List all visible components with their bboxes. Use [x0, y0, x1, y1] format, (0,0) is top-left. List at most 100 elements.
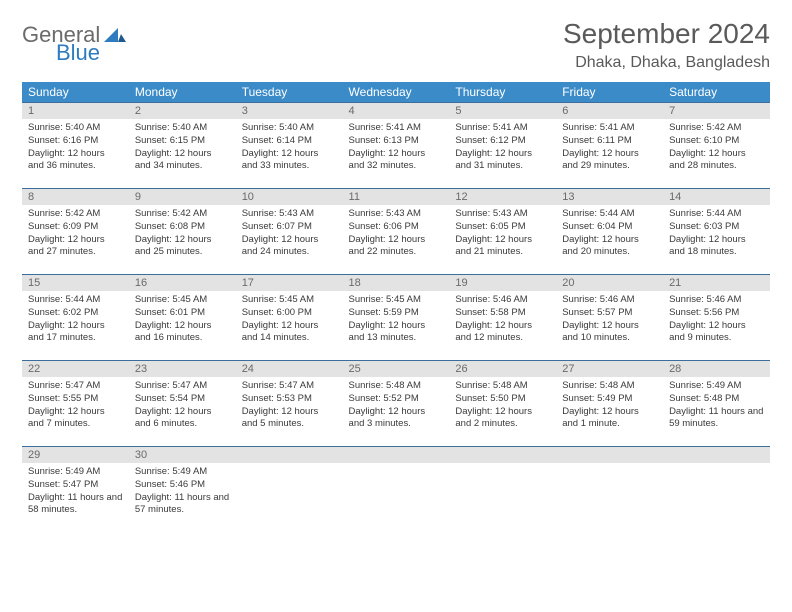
calendar-cell — [663, 447, 770, 533]
day-number: 27 — [556, 361, 663, 377]
day-number: 14 — [663, 189, 770, 205]
calendar-cell: 6Sunrise: 5:41 AMSunset: 6:11 PMDaylight… — [556, 103, 663, 189]
calendar-cell: 24Sunrise: 5:47 AMSunset: 5:53 PMDayligh… — [236, 361, 343, 447]
day-details: Sunrise: 5:47 AMSunset: 5:54 PMDaylight:… — [129, 377, 236, 435]
weekday-header: Monday — [129, 82, 236, 103]
calendar-cell: 5Sunrise: 5:41 AMSunset: 6:12 PMDaylight… — [449, 103, 556, 189]
day-details: Sunrise: 5:44 AMSunset: 6:04 PMDaylight:… — [556, 205, 663, 263]
calendar-cell: 26Sunrise: 5:48 AMSunset: 5:50 PMDayligh… — [449, 361, 556, 447]
day-number: 26 — [449, 361, 556, 377]
weekday-header: Tuesday — [236, 82, 343, 103]
day-details: Sunrise: 5:48 AMSunset: 5:49 PMDaylight:… — [556, 377, 663, 435]
day-details: Sunrise: 5:46 AMSunset: 5:56 PMDaylight:… — [663, 291, 770, 349]
calendar-week: 1Sunrise: 5:40 AMSunset: 6:16 PMDaylight… — [22, 103, 770, 189]
day-details: Sunrise: 5:47 AMSunset: 5:53 PMDaylight:… — [236, 377, 343, 435]
day-number: 10 — [236, 189, 343, 205]
day-details: Sunrise: 5:41 AMSunset: 6:11 PMDaylight:… — [556, 119, 663, 177]
day-details: Sunrise: 5:43 AMSunset: 6:06 PMDaylight:… — [343, 205, 450, 263]
calendar-cell: 22Sunrise: 5:47 AMSunset: 5:55 PMDayligh… — [22, 361, 129, 447]
calendar-cell: 28Sunrise: 5:49 AMSunset: 5:48 PMDayligh… — [663, 361, 770, 447]
calendar-cell: 29Sunrise: 5:49 AMSunset: 5:47 PMDayligh… — [22, 447, 129, 533]
day-number: 1 — [22, 103, 129, 119]
day-details: Sunrise: 5:48 AMSunset: 5:52 PMDaylight:… — [343, 377, 450, 435]
day-number: 9 — [129, 189, 236, 205]
calendar-cell — [556, 447, 663, 533]
day-details: Sunrise: 5:40 AMSunset: 6:14 PMDaylight:… — [236, 119, 343, 177]
calendar-week: 8Sunrise: 5:42 AMSunset: 6:09 PMDaylight… — [22, 189, 770, 275]
location: Dhaka, Dhaka, Bangladesh — [563, 54, 770, 72]
calendar-cell: 17Sunrise: 5:45 AMSunset: 6:00 PMDayligh… — [236, 275, 343, 361]
day-details: Sunrise: 5:43 AMSunset: 6:05 PMDaylight:… — [449, 205, 556, 263]
day-number: 23 — [129, 361, 236, 377]
day-number: 12 — [449, 189, 556, 205]
calendar-cell: 20Sunrise: 5:46 AMSunset: 5:57 PMDayligh… — [556, 275, 663, 361]
calendar-week: 29Sunrise: 5:49 AMSunset: 5:47 PMDayligh… — [22, 447, 770, 533]
weekday-header: Sunday — [22, 82, 129, 103]
calendar-cell: 15Sunrise: 5:44 AMSunset: 6:02 PMDayligh… — [22, 275, 129, 361]
weekday-header: Wednesday — [343, 82, 450, 103]
day-number: 18 — [343, 275, 450, 291]
day-number: 24 — [236, 361, 343, 377]
day-details: Sunrise: 5:45 AMSunset: 6:00 PMDaylight:… — [236, 291, 343, 349]
day-number: 4 — [343, 103, 450, 119]
calendar-cell: 11Sunrise: 5:43 AMSunset: 6:06 PMDayligh… — [343, 189, 450, 275]
logo-word2: Blue — [56, 42, 126, 64]
day-details: Sunrise: 5:41 AMSunset: 6:12 PMDaylight:… — [449, 119, 556, 177]
day-details: Sunrise: 5:44 AMSunset: 6:03 PMDaylight:… — [663, 205, 770, 263]
day-details: Sunrise: 5:43 AMSunset: 6:07 PMDaylight:… — [236, 205, 343, 263]
day-details: Sunrise: 5:42 AMSunset: 6:09 PMDaylight:… — [22, 205, 129, 263]
day-number — [449, 447, 556, 463]
calendar-cell: 7Sunrise: 5:42 AMSunset: 6:10 PMDaylight… — [663, 103, 770, 189]
day-number: 6 — [556, 103, 663, 119]
day-number: 2 — [129, 103, 236, 119]
day-details: Sunrise: 5:49 AMSunset: 5:46 PMDaylight:… — [129, 463, 236, 521]
calendar-cell: 30Sunrise: 5:49 AMSunset: 5:46 PMDayligh… — [129, 447, 236, 533]
calendar-cell: 25Sunrise: 5:48 AMSunset: 5:52 PMDayligh… — [343, 361, 450, 447]
day-details: Sunrise: 5:41 AMSunset: 6:13 PMDaylight:… — [343, 119, 450, 177]
calendar-cell — [449, 447, 556, 533]
day-details: Sunrise: 5:42 AMSunset: 6:08 PMDaylight:… — [129, 205, 236, 263]
header: General Blue September 2024 Dhaka, Dhaka… — [22, 18, 770, 72]
day-number: 21 — [663, 275, 770, 291]
day-number: 16 — [129, 275, 236, 291]
day-number: 25 — [343, 361, 450, 377]
day-number — [343, 447, 450, 463]
day-number: 8 — [22, 189, 129, 205]
calendar-cell: 19Sunrise: 5:46 AMSunset: 5:58 PMDayligh… — [449, 275, 556, 361]
calendar-head: SundayMondayTuesdayWednesdayThursdayFrid… — [22, 82, 770, 103]
calendar-cell: 8Sunrise: 5:42 AMSunset: 6:09 PMDaylight… — [22, 189, 129, 275]
day-details: Sunrise: 5:48 AMSunset: 5:50 PMDaylight:… — [449, 377, 556, 435]
day-details: Sunrise: 5:45 AMSunset: 5:59 PMDaylight:… — [343, 291, 450, 349]
month-title: September 2024 — [563, 18, 770, 50]
day-details: Sunrise: 5:46 AMSunset: 5:57 PMDaylight:… — [556, 291, 663, 349]
day-number — [236, 447, 343, 463]
day-details: Sunrise: 5:45 AMSunset: 6:01 PMDaylight:… — [129, 291, 236, 349]
calendar-cell: 13Sunrise: 5:44 AMSunset: 6:04 PMDayligh… — [556, 189, 663, 275]
calendar-cell: 27Sunrise: 5:48 AMSunset: 5:49 PMDayligh… — [556, 361, 663, 447]
day-details: Sunrise: 5:42 AMSunset: 6:10 PMDaylight:… — [663, 119, 770, 177]
day-number: 20 — [556, 275, 663, 291]
day-number: 30 — [129, 447, 236, 463]
weekday-header: Thursday — [449, 82, 556, 103]
calendar-cell: 9Sunrise: 5:42 AMSunset: 6:08 PMDaylight… — [129, 189, 236, 275]
calendar-table: SundayMondayTuesdayWednesdayThursdayFrid… — [22, 82, 770, 533]
day-number: 13 — [556, 189, 663, 205]
day-number: 22 — [22, 361, 129, 377]
calendar-cell: 14Sunrise: 5:44 AMSunset: 6:03 PMDayligh… — [663, 189, 770, 275]
day-number: 29 — [22, 447, 129, 463]
day-details: Sunrise: 5:40 AMSunset: 6:16 PMDaylight:… — [22, 119, 129, 177]
day-number: 17 — [236, 275, 343, 291]
calendar-cell: 10Sunrise: 5:43 AMSunset: 6:07 PMDayligh… — [236, 189, 343, 275]
calendar-cell: 1Sunrise: 5:40 AMSunset: 6:16 PMDaylight… — [22, 103, 129, 189]
weekday-header: Saturday — [663, 82, 770, 103]
calendar-cell: 21Sunrise: 5:46 AMSunset: 5:56 PMDayligh… — [663, 275, 770, 361]
calendar-cell: 3Sunrise: 5:40 AMSunset: 6:14 PMDaylight… — [236, 103, 343, 189]
calendar-cell — [236, 447, 343, 533]
day-number — [663, 447, 770, 463]
calendar-cell: 4Sunrise: 5:41 AMSunset: 6:13 PMDaylight… — [343, 103, 450, 189]
calendar-cell: 18Sunrise: 5:45 AMSunset: 5:59 PMDayligh… — [343, 275, 450, 361]
calendar-week: 22Sunrise: 5:47 AMSunset: 5:55 PMDayligh… — [22, 361, 770, 447]
day-details: Sunrise: 5:44 AMSunset: 6:02 PMDaylight:… — [22, 291, 129, 349]
calendar-week: 15Sunrise: 5:44 AMSunset: 6:02 PMDayligh… — [22, 275, 770, 361]
calendar-cell: 2Sunrise: 5:40 AMSunset: 6:15 PMDaylight… — [129, 103, 236, 189]
